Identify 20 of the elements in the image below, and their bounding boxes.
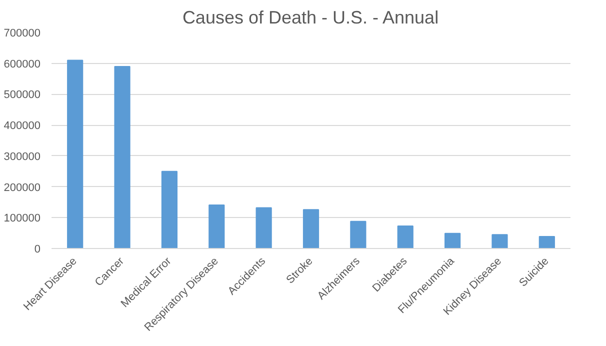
- y-tick-label: 200000: [4, 182, 41, 194]
- y-tick-label: 500000: [4, 89, 41, 102]
- bar: [492, 234, 508, 248]
- bar: [350, 220, 366, 248]
- y-tick-label: 400000: [4, 120, 41, 132]
- y-tick-label: 0: [34, 244, 41, 256]
- bar: [161, 170, 178, 248]
- bar: [67, 60, 84, 248]
- bar: [208, 204, 225, 248]
- chart-title: Causes of Death - U.S. - Annual: [182, 8, 439, 28]
- y-tick-label: 600000: [4, 58, 41, 70]
- bar: [538, 236, 555, 248]
- bar: [444, 232, 461, 248]
- y-tick-label: 100000: [4, 212, 41, 225]
- bar: [256, 207, 272, 248]
- bar: [397, 225, 414, 248]
- y-tick-label: 300000: [4, 150, 41, 163]
- bar: [302, 209, 320, 248]
- bar: [114, 66, 130, 248]
- y-tick-label: 700000: [4, 28, 41, 40]
